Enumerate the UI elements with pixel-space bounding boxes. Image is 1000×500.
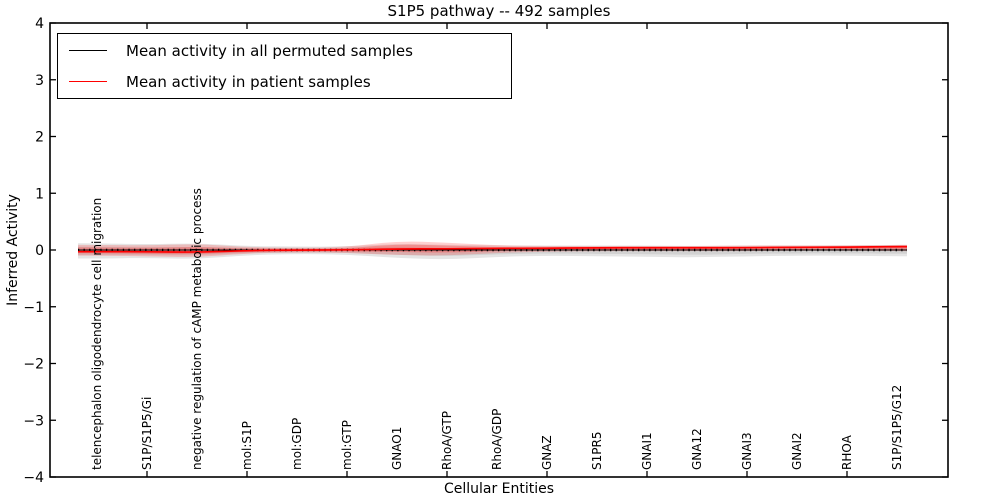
y-tick-label: 4 — [35, 16, 44, 32]
permuted-line-sample-icon — [69, 50, 107, 51]
x-tick-label: S1P/S1P5/Gi — [140, 397, 154, 470]
x-tick-label: S1PR5 — [590, 432, 604, 470]
x-tick-label: GNAI3 — [740, 432, 754, 470]
x-tick-label: RhoA/GTP — [440, 411, 454, 470]
x-tick-label: GNAI1 — [640, 432, 654, 470]
legend-item-permuted: Mean activity in all permuted samples — [58, 35, 511, 66]
patient-line-sample-icon — [69, 81, 107, 82]
chart-title: S1P5 pathway -- 492 samples — [387, 2, 611, 20]
y-tick-label: 3 — [35, 73, 44, 89]
y-tick-label: −4 — [23, 470, 44, 486]
x-tick-label: mol:S1P — [240, 421, 254, 470]
x-tick-label: mol:GDP — [290, 418, 304, 470]
x-tick-label: mol:GTP — [340, 420, 354, 470]
y-tick-label: 2 — [35, 130, 44, 146]
x-tick-label: S1P/S1P5/G12 — [890, 385, 904, 470]
x-tick-label: RHOA — [840, 434, 854, 470]
patient-mean-line — [78, 245, 907, 253]
y-tick-label: −1 — [23, 300, 44, 316]
y-tick-label: −3 — [23, 413, 44, 429]
x-tick-label: GNAZ — [540, 435, 554, 470]
plot-border — [49, 22, 949, 478]
y-tick-label: 0 — [35, 243, 44, 259]
x-tick-label: GNAO1 — [390, 427, 404, 470]
x-axis-label: Cellular Entities — [443, 481, 555, 497]
y-tick-label: −2 — [23, 357, 44, 373]
x-tick-label: telencephalon oligodendrocyte cell migra… — [90, 198, 104, 470]
y-tick-label: 1 — [35, 186, 44, 202]
x-tick-label: RhoA/GDP — [490, 409, 504, 470]
legend-label-permuted: Mean activity in all permuted samples — [126, 41, 413, 60]
legend-label-patient: Mean activity in patient samples — [126, 72, 371, 91]
y-axis-label: Inferred Activity — [5, 194, 21, 306]
legend-item-patient: Mean activity in patient samples — [58, 66, 511, 97]
legend: Mean activity in all permuted samples Me… — [57, 33, 512, 99]
x-tick-label: GNA12 — [690, 428, 704, 470]
x-tick-label: GNAI2 — [790, 432, 804, 470]
x-tick-label: negative regulation of cAMP metabolic pr… — [190, 188, 204, 470]
